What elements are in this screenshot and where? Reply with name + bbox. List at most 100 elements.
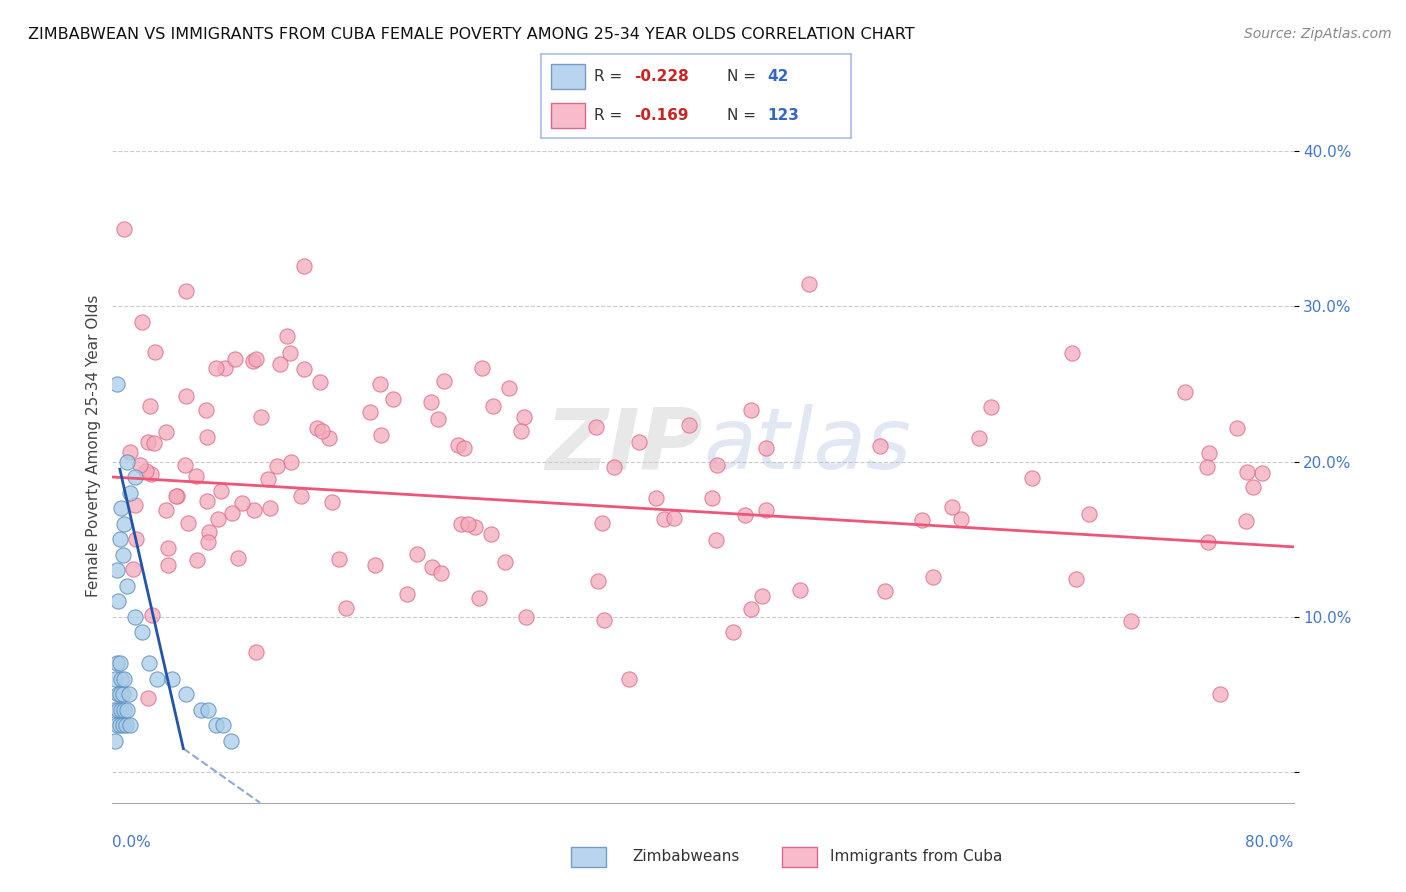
Point (111, 687, 134, 701)
Point (1078, 507, 1101, 521)
Point (219, 733, 242, 747)
Point (751, 589, 773, 603)
Point (112, 703, 135, 717)
Point (173, 458, 195, 473)
Point (433, 374, 456, 388)
Point (117, 579, 138, 593)
Point (107, 687, 129, 701)
Point (292, 259, 315, 273)
Point (740, 402, 762, 417)
Point (190, 703, 212, 717)
Point (678, 418, 700, 433)
Point (276, 328, 298, 343)
Point (118, 687, 141, 701)
Point (194, 403, 217, 417)
Point (214, 361, 236, 376)
Point (967, 431, 990, 445)
Text: ZIMBABWEAN VS IMMIGRANTS FROM CUBA FEMALE POVERTY AMONG 25-34 YEAR OLDS CORRELAT: ZIMBABWEAN VS IMMIGRANTS FROM CUBA FEMAL… (28, 27, 915, 42)
Text: 0.0%: 0.0% (112, 835, 152, 850)
Point (111, 718, 134, 732)
Text: atlas: atlas (703, 404, 911, 488)
Point (250, 409, 273, 424)
Point (420, 394, 443, 409)
Point (174, 388, 197, 402)
Point (381, 392, 404, 407)
Point (131, 315, 153, 329)
Point (166, 489, 188, 503)
Point (110, 703, 132, 717)
Point (873, 584, 896, 599)
Point (108, 718, 131, 732)
Point (515, 610, 537, 624)
Point (318, 431, 340, 445)
Text: ZIP: ZIP (546, 404, 703, 488)
Point (420, 559, 443, 574)
Point (429, 566, 451, 581)
Text: Immigrants from Cuba: Immigrants from Cuba (830, 849, 1002, 863)
Point (259, 500, 281, 515)
Point (156, 558, 179, 572)
Point (278, 346, 301, 360)
Text: Zimbabweans: Zimbabweans (633, 849, 740, 863)
Point (245, 645, 267, 659)
Point (177, 516, 200, 531)
Point (309, 375, 332, 389)
Point (205, 718, 228, 732)
Point (108, 532, 131, 546)
Point (160, 672, 183, 686)
Point (395, 587, 418, 601)
Point (209, 483, 232, 498)
Point (122, 562, 145, 576)
Point (124, 470, 146, 484)
Point (586, 574, 609, 589)
Point (242, 353, 264, 368)
Point (1234, 514, 1257, 528)
Point (226, 551, 249, 566)
Point (482, 399, 505, 413)
Text: -0.169: -0.169 (634, 108, 689, 123)
Point (470, 361, 494, 376)
Point (457, 516, 479, 531)
Point (706, 458, 728, 472)
Point (231, 496, 253, 510)
Point (1021, 471, 1043, 485)
Point (138, 656, 160, 670)
Point (664, 511, 686, 525)
Point (197, 535, 219, 549)
Point (734, 508, 756, 523)
Point (1198, 446, 1220, 460)
Point (110, 672, 132, 686)
Point (224, 351, 246, 366)
Point (112, 516, 135, 531)
Point (922, 570, 945, 584)
Point (591, 516, 613, 530)
Point (494, 555, 516, 569)
Bar (551, 103, 585, 128)
Point (603, 460, 626, 475)
Point (103, 703, 125, 717)
Point (136, 435, 159, 450)
Point (111, 548, 134, 562)
Point (186, 552, 208, 566)
Point (120, 718, 142, 732)
Point (453, 442, 475, 456)
Point (125, 533, 148, 547)
Point (146, 672, 169, 686)
Point (510, 424, 533, 438)
Point (700, 491, 723, 505)
Point (156, 541, 179, 556)
Point (141, 467, 163, 481)
Point (145, 345, 167, 359)
Point (467, 591, 489, 606)
Point (174, 284, 197, 298)
Point (426, 412, 449, 426)
Point (197, 703, 219, 717)
Point (108, 687, 131, 701)
Point (706, 533, 728, 547)
Point (104, 672, 127, 686)
Point (1174, 385, 1197, 400)
Point (112, 672, 135, 686)
Point (364, 558, 387, 573)
Point (165, 489, 187, 503)
Point (120, 485, 142, 500)
